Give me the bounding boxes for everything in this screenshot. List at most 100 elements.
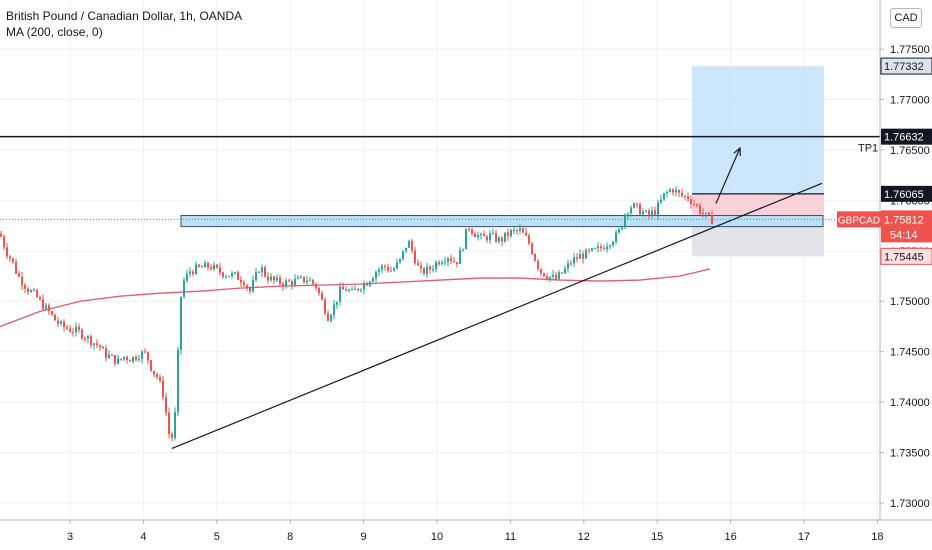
candle-up <box>609 245 611 247</box>
candle-down <box>15 262 17 274</box>
candle-up <box>354 288 356 290</box>
candle-down <box>681 192 683 196</box>
time-tick-label: 8 <box>287 531 293 543</box>
candle-up <box>255 271 257 281</box>
time-tick-label: 16 <box>724 531 736 543</box>
trend-line <box>171 182 823 450</box>
candle-down <box>420 265 422 269</box>
candle-up <box>477 235 479 238</box>
candle-up <box>594 248 596 250</box>
candle-up <box>204 262 206 268</box>
time-tick-label: 12 <box>578 531 590 543</box>
candle-down <box>414 250 416 264</box>
candle-up <box>441 262 443 265</box>
candle-down <box>525 232 527 236</box>
candle-up <box>627 213 629 215</box>
time-tick-label: 10 <box>431 531 443 543</box>
candle-down <box>693 204 695 206</box>
candle-down <box>366 283 368 286</box>
time-tick-label: 4 <box>140 531 146 543</box>
candle-down <box>342 286 344 290</box>
candle-down <box>42 299 44 310</box>
candle-up <box>585 249 587 259</box>
candle-down <box>384 265 386 267</box>
candle-down <box>471 229 473 234</box>
candle-up <box>459 250 461 264</box>
candle-up <box>444 261 446 263</box>
candle-up <box>633 203 635 208</box>
time-tick-label: 3 <box>67 531 73 543</box>
badge-symbol <box>837 211 881 228</box>
candle-down <box>69 328 71 332</box>
candle-up <box>339 286 341 302</box>
candle-down <box>534 254 536 261</box>
candle-up <box>630 207 632 214</box>
badge-tp1-text: 1.76632 <box>884 132 924 144</box>
candle-down <box>483 233 485 237</box>
candle-up <box>234 272 236 274</box>
badge-stop <box>880 247 932 265</box>
candle-down <box>546 276 548 280</box>
candle-down <box>144 351 146 353</box>
candle-down <box>450 258 452 261</box>
candle-down <box>303 276 305 283</box>
price-axis[interactable]: 1.775001.770001.765001.760001.755001.750… <box>879 0 930 520</box>
candle-down <box>171 434 173 438</box>
candle-down <box>240 279 242 283</box>
time-axis[interactable]: 3 4 5 8 9 10 11 12 15 16 17 18 <box>0 519 932 543</box>
candle-down <box>453 260 455 263</box>
candle-up <box>30 290 32 292</box>
direction-arrow <box>715 147 741 204</box>
candle-down <box>6 247 8 257</box>
candle-up <box>435 262 437 269</box>
candle-down <box>576 257 578 259</box>
candle-up <box>360 289 362 291</box>
candle-down <box>249 287 251 292</box>
candle-up <box>618 229 620 233</box>
candle-down <box>66 327 68 329</box>
candle-up <box>141 351 143 359</box>
stop-zone <box>692 193 824 216</box>
candle-down <box>501 237 503 242</box>
moving-average-line <box>0 268 711 328</box>
candle-up <box>189 271 191 274</box>
candle-down <box>537 260 539 269</box>
zones-layer <box>180 66 824 257</box>
candle-down <box>387 266 389 271</box>
chart-legend: British Pound / Canadian Dollar, 1h, OAN… <box>6 8 242 40</box>
candle-up <box>666 191 668 194</box>
indicator-label[interactable]: MA (200, close, 0) <box>6 25 103 39</box>
candle-up <box>375 271 377 279</box>
symbol-title[interactable]: British Pound / Canadian Dollar, 1h, OAN… <box>6 9 243 23</box>
candle-down <box>120 358 122 360</box>
candle-down <box>273 276 275 281</box>
candle-down <box>150 360 152 371</box>
candle-down <box>429 266 431 270</box>
currency-badge[interactable]: CAD <box>890 8 922 28</box>
price-tick-label: 1.74500 <box>890 347 930 359</box>
candle-up <box>675 189 677 193</box>
candle-up <box>642 211 644 215</box>
price-tick-label: 1.74000 <box>890 397 930 409</box>
candle-up <box>93 343 95 346</box>
candle-down <box>159 377 161 381</box>
candle-down <box>357 288 359 291</box>
candle-up <box>294 278 296 286</box>
candle-down <box>27 288 29 292</box>
candle-up <box>195 264 197 275</box>
candle-up <box>75 326 77 333</box>
badge-countdown-text: 54:14 <box>890 229 918 241</box>
candles-layer <box>0 186 713 442</box>
candle-down <box>3 236 5 248</box>
candle-down <box>90 336 92 346</box>
candle-up <box>492 232 494 234</box>
candle-up <box>228 276 230 278</box>
candle-down <box>711 214 713 224</box>
candle-up <box>669 189 671 192</box>
candle-down <box>423 268 425 274</box>
candle-down <box>222 272 224 277</box>
candle-up <box>462 249 464 251</box>
candle-down <box>96 343 98 346</box>
candle-up <box>606 246 608 250</box>
